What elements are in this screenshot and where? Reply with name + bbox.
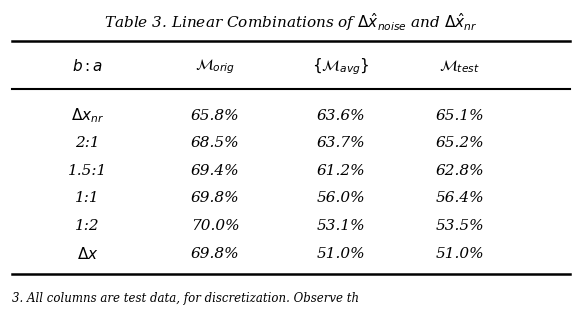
Text: 69.8%: 69.8% — [191, 247, 240, 260]
Text: $\mathcal{M}_{test}$: $\mathcal{M}_{test}$ — [439, 58, 480, 75]
Text: 68.5%: 68.5% — [191, 136, 240, 150]
Text: 1:2: 1:2 — [75, 219, 100, 233]
Text: $\Delta x$: $\Delta x$ — [76, 246, 98, 261]
Text: 65.8%: 65.8% — [191, 109, 240, 123]
Text: 56.4%: 56.4% — [435, 191, 484, 205]
Text: 51.0%: 51.0% — [316, 247, 365, 260]
Text: 3. All columns are test data, for discretization. Observe th: 3. All columns are test data, for discre… — [12, 292, 359, 305]
Text: 1.5:1: 1.5:1 — [68, 164, 107, 178]
Text: 1:1: 1:1 — [75, 191, 100, 205]
Text: 65.1%: 65.1% — [435, 109, 484, 123]
Text: $b:a$: $b:a$ — [72, 58, 103, 75]
Text: 65.2%: 65.2% — [435, 136, 484, 150]
Text: $\{\mathcal{M}_{avg}\}$: $\{\mathcal{M}_{avg}\}$ — [312, 56, 369, 77]
Text: 56.0%: 56.0% — [316, 191, 365, 205]
Text: 63.7%: 63.7% — [316, 136, 365, 150]
Text: $\Delta x_{nr}$: $\Delta x_{nr}$ — [71, 107, 104, 125]
Text: 61.2%: 61.2% — [316, 164, 365, 178]
Text: 62.8%: 62.8% — [435, 164, 484, 178]
Text: 69.8%: 69.8% — [191, 191, 240, 205]
Text: 53.1%: 53.1% — [316, 219, 365, 233]
Text: 63.6%: 63.6% — [316, 109, 365, 123]
Text: 69.4%: 69.4% — [191, 164, 240, 178]
Text: 70.0%: 70.0% — [191, 219, 240, 233]
Text: 53.5%: 53.5% — [435, 219, 484, 233]
Text: $\mathcal{M}_{orig}$: $\mathcal{M}_{orig}$ — [196, 57, 235, 76]
Text: 51.0%: 51.0% — [435, 247, 484, 260]
Text: 2:1: 2:1 — [75, 136, 100, 150]
Text: Table 3. Linear Combinations of $\Delta\hat{x}_{noise}$ and $\Delta\hat{x}_{nr}$: Table 3. Linear Combinations of $\Delta\… — [104, 11, 478, 33]
